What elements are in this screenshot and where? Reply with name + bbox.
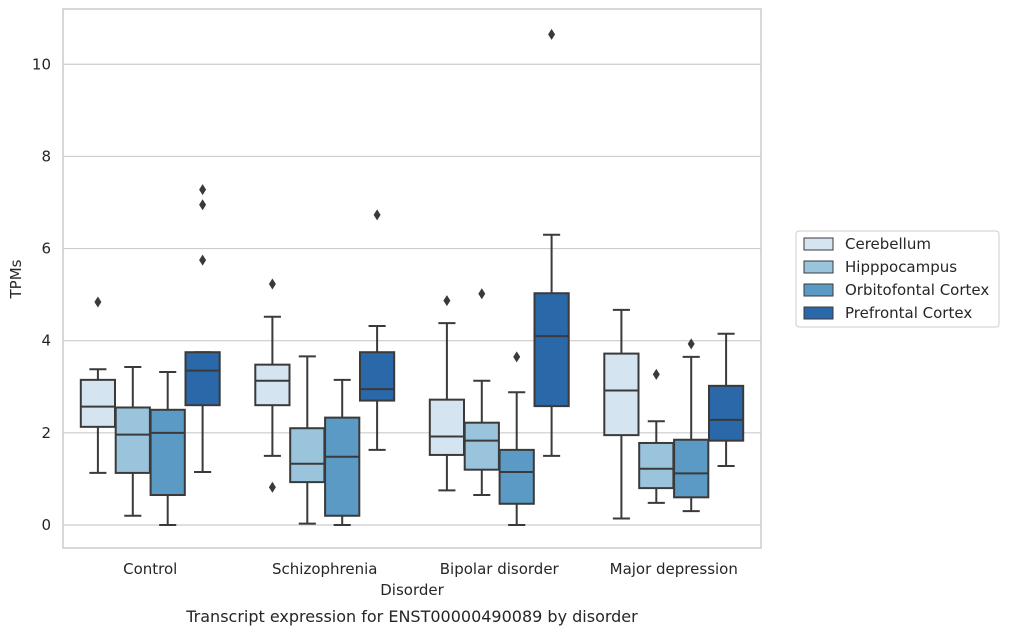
x-tick-label: Bipolar disorder: [440, 560, 560, 578]
box-prefrontal-cortex: [184, 184, 221, 473]
legend-item: Hipppocampus: [803, 258, 957, 276]
legend-box: [795, 230, 1000, 328]
legend-swatch: [803, 237, 834, 251]
outlier-point: [513, 351, 521, 363]
box-iqr: [463, 421, 500, 471]
box-hipppocampus: [114, 365, 151, 517]
y-axis-label: TPMs: [7, 259, 25, 299]
box-iqr: [324, 416, 361, 517]
legend-item: Orbitofontal Cortex: [803, 281, 989, 299]
box-cerebellum: [428, 295, 466, 492]
y-tick-label: 10: [32, 55, 51, 73]
legend-label: Hipppocampus: [845, 258, 957, 276]
legend-label: Orbitofontal Cortex: [845, 281, 989, 299]
legend-item: Prefrontal Cortex: [803, 304, 972, 322]
outlier-point: [199, 184, 207, 196]
box-iqr: [428, 398, 466, 456]
chart-caption: Transcript expression for ENST0000049008…: [185, 607, 638, 626]
box-orbitofontal-cortex: [149, 371, 186, 526]
box-iqr: [184, 351, 221, 407]
box-orbitofontal-cortex: [673, 338, 710, 513]
box-iqr: [498, 448, 535, 505]
box-prefrontal-cortex: [533, 28, 570, 457]
box-iqr: [358, 351, 396, 402]
box-iqr: [149, 408, 186, 497]
y-tick-label: 2: [41, 424, 51, 442]
box-series: [79, 28, 745, 526]
outlier-point: [268, 481, 276, 493]
box-iqr: [638, 441, 675, 490]
x-tick-label: Schizophrenia: [272, 560, 377, 578]
x-tick-label: Major depression: [610, 560, 738, 578]
box-iqr: [79, 378, 117, 428]
outlier-point: [548, 28, 556, 40]
box-iqr: [707, 384, 745, 442]
box-orbitofontal-cortex: [498, 351, 535, 526]
legend-label: Cerebellum: [845, 235, 931, 253]
outlier-point: [478, 288, 486, 300]
outlier-point: [199, 254, 207, 266]
y-tick-label: 4: [41, 332, 51, 350]
legend: Cerebellum Hipppocampus Orbitofontal Corte…: [795, 230, 1000, 328]
box-hipppocampus: [289, 355, 326, 525]
box-iqr: [254, 363, 291, 407]
legend-label: Prefrontal Cortex: [845, 304, 972, 322]
box-iqr: [114, 406, 151, 474]
x-tick-label: Control: [123, 560, 177, 578]
box-iqr: [289, 427, 326, 484]
x-axis-label: Disorder: [380, 581, 444, 599]
legend-swatch: [803, 283, 834, 297]
box-iqr: [673, 438, 710, 499]
outlier-point: [652, 368, 660, 380]
box-hipppocampus: [463, 288, 500, 497]
outlier-point: [443, 295, 451, 307]
y-tick-label: 8: [41, 147, 51, 165]
y-axis-ticks: 0 2 4 6 8 10: [32, 55, 51, 534]
box-iqr: [603, 352, 640, 437]
y-tick-label: 6: [41, 240, 51, 258]
box-cerebellum: [254, 278, 291, 493]
box-orbitofontal-cortex: [324, 378, 361, 526]
box-cerebellum: [79, 296, 117, 474]
outlier-point: [687, 338, 695, 350]
box-cerebellum: [603, 308, 640, 520]
outlier-point: [94, 296, 102, 308]
outlier-point: [199, 199, 207, 211]
plot-frame: [62, 8, 762, 549]
x-axis-ticks: Control Schizophrenia Bipolar disorder Majo…: [123, 560, 738, 578]
legend-item: Cerebellum: [803, 235, 931, 253]
legend-swatch: [803, 306, 834, 320]
box-prefrontal-cortex: [707, 332, 745, 467]
box-prefrontal-cortex: [358, 209, 396, 451]
outlier-point: [268, 278, 276, 290]
box-iqr: [533, 292, 570, 408]
outlier-point: [373, 209, 381, 221]
legend-swatch: [803, 260, 834, 274]
y-tick-label: 0: [41, 516, 51, 534]
